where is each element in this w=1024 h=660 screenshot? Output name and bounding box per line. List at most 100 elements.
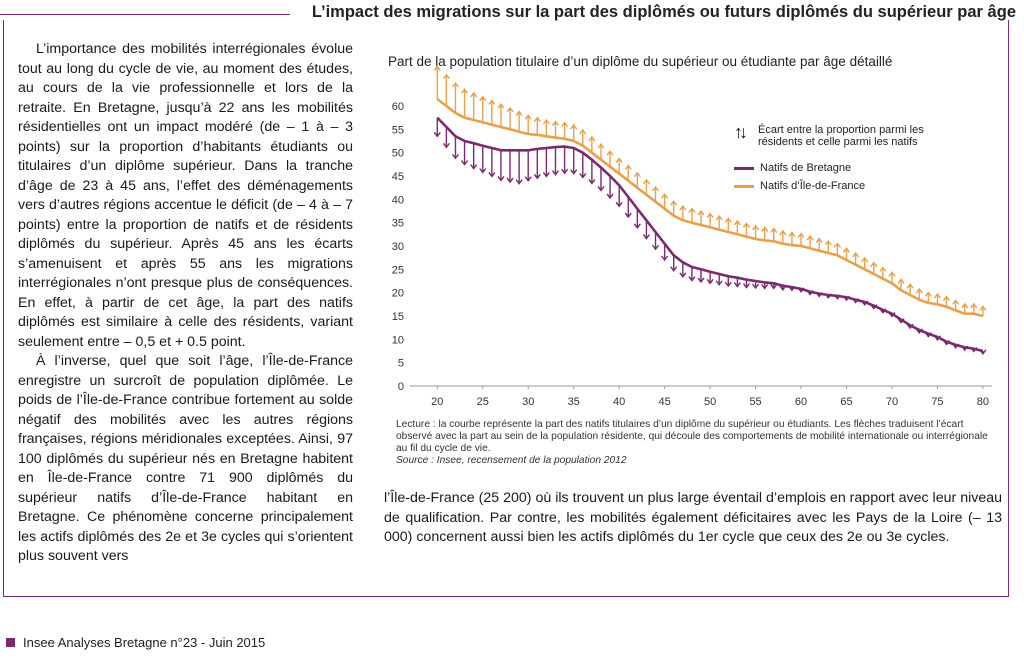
x-tick-label: 40 [613,396,625,408]
gap-arrowhead-down [933,335,941,341]
y-tick-label: 35 [392,218,404,230]
gap-arrowhead-up [706,212,714,218]
gap-arrowhead-up [797,232,805,239]
gap-arrowhead-up [688,207,696,213]
gap-arrowhead-down [506,177,514,184]
legend-label: Natifs d’Île-de-France [760,180,866,192]
gap-arrowhead-up [915,287,923,294]
chart-lecture-note: Lecture : la courbe représente la part d… [396,419,988,454]
gap-arrowhead-up [497,102,505,109]
gap-arrowhead-down [797,287,805,293]
gap-arrowhead-up [506,106,514,113]
y-tick-label: 40 [392,194,404,206]
gap-arrowhead-up [979,305,987,311]
gap-arrowhead-down [479,168,487,174]
gap-arrowhead-down [761,284,769,290]
gap-arrowhead-up [451,81,460,88]
gap-arrowhead-up [579,128,587,135]
gap-arrowhead-down [824,293,832,299]
gap-arrowhead-up [697,209,705,216]
gap-arrowhead-up [861,256,869,263]
gap-arrowhead-down [906,323,914,330]
legend-swatch [734,166,754,170]
gap-arrowhead-down [615,201,623,208]
x-tick-label: 55 [749,396,761,408]
gap-arrowhead-down [715,280,723,286]
footer-marker [6,638,15,647]
gap-arrowhead-down [942,340,951,346]
gap-arrowhead-up [606,150,614,156]
gap-arrowhead-down [470,164,478,170]
gap-arrowhead-up [679,204,687,211]
gap-arrowhead-up [615,157,623,163]
x-tick-label: 65 [840,396,852,408]
gap-arrowhead-up [761,226,769,232]
y-tick-label: 25 [392,264,404,276]
gap-arrowhead-down [688,276,696,282]
gap-arrowhead-down [706,278,714,285]
y-tick-label: 20 [392,288,404,300]
gap-arrowhead-up [833,242,841,248]
gap-arrowhead-down [533,173,541,180]
gap-arrowhead-up [724,217,732,223]
gap-arrowhead-up [870,261,878,268]
gap-arrowhead-down [879,308,887,314]
gap-arrowhead-down [779,285,787,292]
legend-swatch [734,184,754,188]
gap-arrowhead-down [724,281,732,288]
gap-arrowhead-down [461,160,469,166]
gap-arrowhead-up [924,291,932,297]
gap-arrowhead-up [515,110,523,117]
header-rule [0,14,290,15]
gap-arrowhead-down [915,328,923,334]
gap-arrowhead-up [815,237,823,243]
gap-arrowhead-down [870,304,878,310]
gap-arrowhead-down [551,170,560,176]
gap-arrowhead-down [742,283,751,289]
gap-arrowhead-up [533,116,541,123]
gap-arrowhead-up [670,200,678,206]
gap-arrowhead-down [770,284,778,290]
gap-arrowhead-up [779,229,787,236]
legend-item-bretagne: Natifs de Bretagne [734,162,851,174]
gap-arrowhead-up [952,299,960,305]
chart-legend: ↑↓ Écart entre la proportion parmi les r… [732,118,972,200]
gap-arrowhead-up [906,283,914,289]
gap-arrowhead-up [588,135,596,142]
gap-arrowhead-up [570,123,578,130]
gap-arrowhead-up [488,99,496,105]
gap-arrowhead-down [661,255,669,262]
gap-arrowhead-down [442,142,450,149]
gap-arrowhead-up [479,95,487,102]
gap-arrowhead-up [942,295,951,301]
gap-arrowhead-up [651,185,660,192]
gap-arrowhead-down [679,272,687,278]
gap-arrowhead-down [815,291,823,298]
y-tick-label: 45 [392,171,404,183]
gap-arrowhead-up [661,192,669,199]
gap-arrowhead-down [542,172,550,178]
y-tick-label: 55 [392,124,404,136]
y-tick-label: 0 [398,381,404,393]
gap-arrowhead-up [897,278,905,284]
chart-title: Part de la population titulaire d’un dip… [388,54,893,69]
gap-arrowhead-down [961,345,969,352]
legend-item-idf: Natifs d’Île-de-France [734,180,865,192]
up-down-arrows-icon: ↑↓ [734,122,748,142]
gap-arrowhead-down [733,282,741,288]
x-tick-label: 60 [795,396,807,408]
gap-arrowhead-down [524,176,532,182]
gap-arrowhead-down [488,172,496,178]
gap-arrowhead-up [879,266,887,272]
y-tick-label: 60 [392,101,404,113]
gap-arrowhead-down [897,318,905,324]
footer-text: Insee Analyses Bretagne n°23 - Juin 2015 [23,635,266,650]
legend-note: Écart entre la proportion parmi les rési… [758,124,924,148]
chart-notes: Lecture : la courbe représente la part d… [396,419,996,467]
gap-arrowhead-down [852,298,860,304]
gap-arrowhead-up [852,251,860,258]
gap-arrowhead-up [633,171,641,178]
gap-arrowhead-down [970,347,978,353]
y-tick-label: 30 [392,241,404,253]
gap-arrowhead-down [651,244,660,251]
